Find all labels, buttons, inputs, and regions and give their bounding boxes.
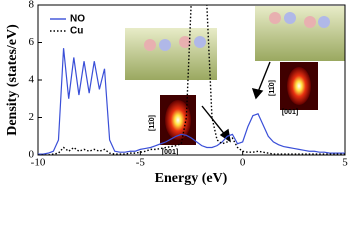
y-tick-label: 8	[29, 0, 35, 11]
x-tick-label: -10	[31, 157, 46, 169]
y-axis-title: Density (states/eV)	[5, 24, 20, 136]
x-tick-label: 5	[342, 157, 348, 169]
inset-label: [11̄0]	[268, 80, 276, 96]
y-tick-label: 4	[29, 74, 35, 86]
chart: Density (states/eV) Energy (eV) -10 -5 0 5 0…	[5, 0, 348, 186]
inset-right	[255, 6, 345, 110]
x-tick-label: -5	[136, 157, 146, 169]
line-series	[38, 48, 345, 155]
legend-label: Cu	[70, 26, 83, 37]
x-axis-title: Energy (eV)	[155, 171, 228, 186]
x-tick-label: 0	[240, 157, 246, 169]
y-tick-label: 0	[29, 149, 35, 161]
inset-label: [001]	[282, 109, 298, 116]
y-tick-label: 6	[29, 36, 35, 48]
y-tick-label: 2	[29, 111, 35, 123]
legend-label: NO	[70, 14, 85, 25]
inset-label: [11̄0]	[148, 115, 156, 131]
inset-label: [001]	[162, 149, 178, 156]
plot-area	[38, 5, 345, 155]
inset-left	[125, 28, 217, 145]
